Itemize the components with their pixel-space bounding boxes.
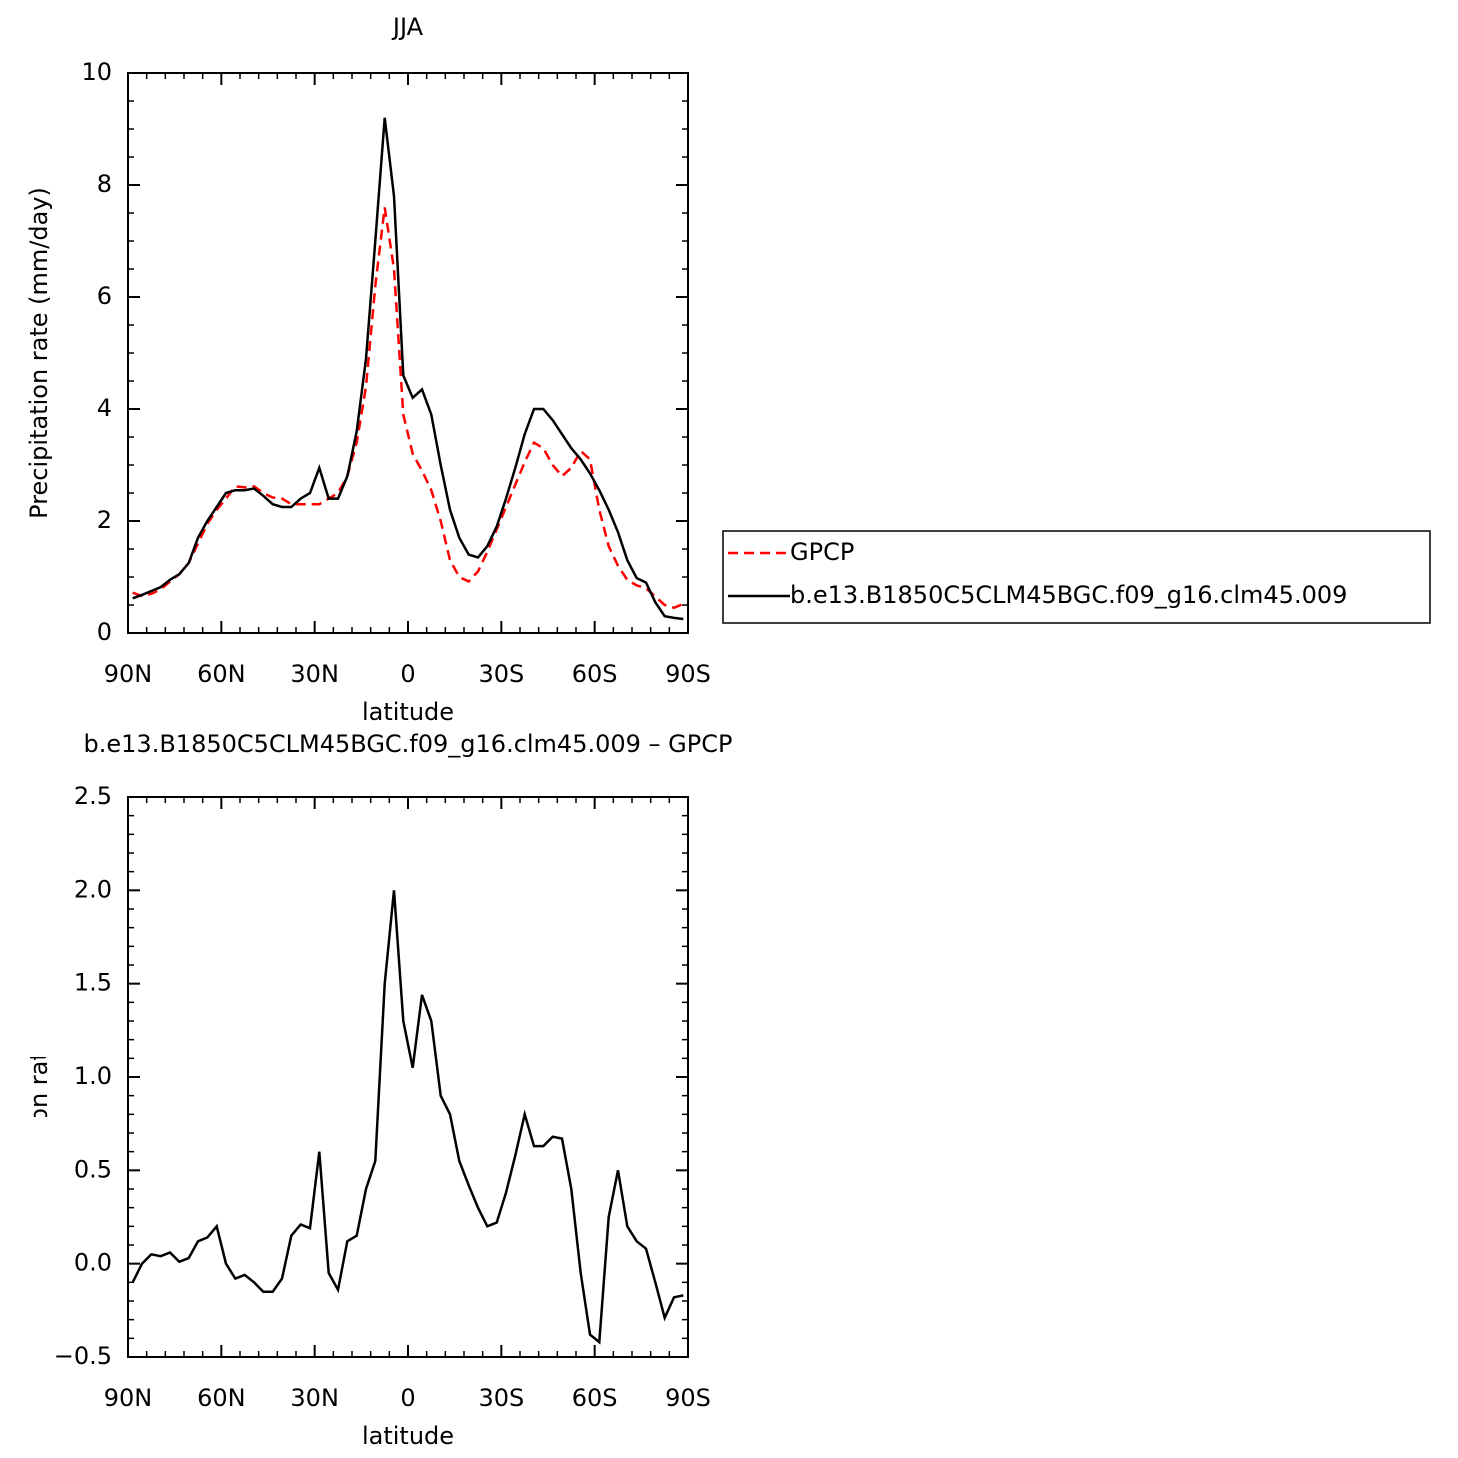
y-axis-label: Precipitation rate (mm/day)	[25, 911, 53, 1243]
x-tick-label: 90N	[104, 660, 153, 688]
x-tick-label: 90S	[665, 1384, 711, 1412]
chart-title: JJA	[391, 13, 424, 41]
legend: GPCP b.e13.B1850C5CLM45BGC.f09_g16.clm45.…	[722, 530, 1431, 624]
y-tick-label: 8	[97, 170, 112, 198]
data-line	[132, 117, 684, 621]
y-tick-label: 2.5	[74, 782, 112, 810]
legend-label: b.e13.B1850C5CLM45BGC.f09_g16.clm45.009	[790, 581, 1347, 609]
y-tick-label: 2.0	[74, 875, 112, 903]
legend-box	[722, 530, 1431, 624]
x-tick-label: 30S	[478, 660, 524, 688]
x-tick-label: 30S	[478, 1384, 524, 1412]
x-tick-label: 0	[400, 660, 415, 688]
x-tick-label: 90N	[104, 1384, 153, 1412]
y-tick-label: 1.5	[74, 969, 112, 997]
chart: JJA latitude Precipitation rate (mm/day) 90…	[25, 13, 1431, 726]
chart: b.e13.B1850C5CLM45BGC.f09_g16.clm45.009 …	[25, 730, 732, 1450]
y-tick-label: 0	[97, 618, 112, 646]
y-axis-label: Precipitation rate (mm/day)	[25, 187, 53, 519]
y-tick-label: 1.0	[74, 1062, 112, 1090]
x-axis-label: latitude	[362, 698, 454, 726]
x-tick-label: 60S	[572, 660, 618, 688]
chart-title: b.e13.B1850C5CLM45BGC.f09_g16.clm45.009 …	[84, 730, 733, 758]
x-tick-label: 60S	[572, 1384, 618, 1412]
y-tick-label: −0.5	[54, 1342, 112, 1370]
x-tick-label: 60N	[197, 660, 246, 688]
plot-frame	[127, 72, 689, 634]
data-line	[132, 207, 684, 610]
y-tick-label: 4	[97, 394, 112, 422]
y-tick-label: 0.5	[74, 1155, 112, 1183]
x-axis-label: latitude	[362, 1422, 454, 1450]
x-tick-label: 0	[400, 1384, 415, 1412]
x-tick-label: 90S	[665, 660, 711, 688]
x-tick-label: 60N	[197, 1384, 246, 1412]
y-tick-label: 2	[97, 506, 112, 534]
y-tick-label: 0.0	[74, 1249, 112, 1277]
y-tick-label: 6	[97, 282, 112, 310]
legend-label: GPCP	[790, 538, 854, 566]
data-line	[131, 890, 684, 1345]
x-tick-label: 30N	[290, 1384, 339, 1412]
x-tick-label: 30N	[290, 660, 339, 688]
y-tick-label: 10	[81, 58, 112, 86]
